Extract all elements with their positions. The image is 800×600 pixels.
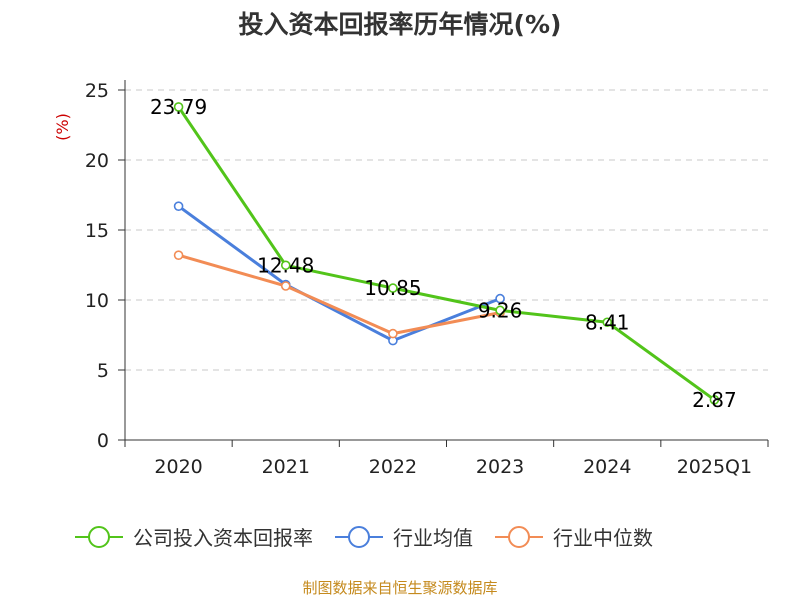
x-tick-label: 2022 — [369, 456, 417, 478]
y-tick-label: 25 — [85, 80, 109, 102]
data-point — [280, 281, 291, 291]
legend-item-1: 行业均值 — [335, 526, 473, 550]
source-note: 制图数据来自恒生聚源数据库 — [302, 579, 497, 597]
y-tick-label: 10 — [85, 290, 109, 312]
x-tick-label: 2023 — [476, 456, 524, 478]
series-layer — [173, 102, 720, 405]
data-point — [709, 395, 720, 405]
legend-marker — [348, 526, 370, 548]
x-tick-label: 2025Q1 — [677, 456, 752, 478]
legend-item-2: 行业中位数 — [495, 526, 653, 550]
series-line — [178, 253, 501, 336]
data-point — [495, 305, 505, 316]
data-point — [388, 283, 398, 293]
y-axis-label: (%) — [53, 113, 72, 141]
chart-title: 投入资本回报率历年情况(%) — [239, 10, 562, 39]
series-line — [177, 106, 716, 402]
data-label: 2.87 — [692, 388, 737, 412]
data-point — [602, 317, 613, 328]
data-label: 10.85 — [364, 276, 421, 300]
legend-label: 行业中位数 — [553, 526, 653, 550]
legend: 公司投入资本回报率 行业均值 行业中位数 — [75, 526, 653, 550]
legend-marker — [88, 526, 110, 548]
legend-item-0: 公司投入资本回报率 — [75, 526, 313, 550]
grid-lines — [125, 89, 768, 371]
data-point — [280, 260, 291, 271]
y-tick-label: 20 — [85, 150, 109, 172]
series-1 — [173, 201, 505, 346]
data-point — [495, 293, 505, 304]
data-point — [173, 201, 184, 211]
data-labels: 23.79 12.48 10.85 9.26 8.41 2.87 — [150, 95, 737, 412]
data-point — [173, 102, 184, 112]
legend-label: 公司投入资本回报率 — [133, 526, 313, 550]
x-tick-label: 2024 — [583, 456, 631, 478]
data-point — [388, 328, 398, 339]
y-tick-label: 5 — [97, 360, 109, 382]
series-line — [177, 204, 501, 343]
data-label: 23.79 — [150, 95, 207, 119]
data-label: 9.26 — [478, 298, 523, 322]
legend-marker — [508, 526, 530, 548]
x-tick-label: 2020 — [154, 456, 202, 478]
legend-label: 行业均值 — [393, 526, 473, 550]
data-point — [173, 250, 184, 260]
x-tick-label: 2021 — [262, 456, 310, 478]
series-2 — [173, 250, 505, 339]
axes: 0 5 10 15 20 25 2020 2021 2022 2023 2024 2025Q1 — [85, 80, 769, 478]
y-tick-label: 15 — [85, 220, 109, 242]
data-label: 12.48 — [257, 253, 314, 277]
data-label: 8.41 — [585, 310, 630, 334]
y-tick-label: 0 — [97, 430, 109, 452]
series-0 — [173, 102, 720, 405]
